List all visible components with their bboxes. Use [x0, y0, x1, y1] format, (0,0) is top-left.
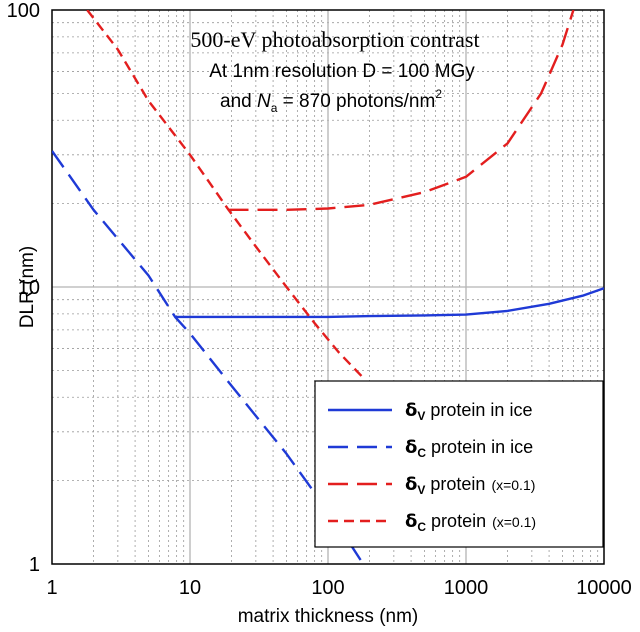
title-line3-suffix: = 870 photons/nm: [277, 91, 435, 112]
chart-title-line-3: and Na = 870 photons/nm2: [220, 87, 442, 115]
chart-title-line-1: 500-eV photoabsorption contrast: [190, 27, 479, 52]
ticks: 1 10 100 1000 10000 1 10 100: [7, 0, 632, 599]
x-tick-label: 10: [179, 577, 201, 599]
title-line3-sub: a: [271, 101, 278, 115]
plot-frame: [51, 9, 605, 565]
legend-box: [314, 380, 604, 548]
legend: δV protein in ice δC protein in ice δV pro…: [314, 380, 604, 548]
chart-title-line-2: At 1nm resolution D = 100 MGy: [209, 61, 475, 82]
x-tick-label: 1: [46, 577, 57, 599]
y-tick-label: 100: [7, 0, 40, 22]
legend-label-4: δC protein (x=0.1): [405, 511, 536, 534]
series-line-3: [228, 10, 575, 211]
legend-label-1: δV protein in ice: [405, 400, 532, 423]
y-tick-label: 1: [29, 554, 40, 576]
series-line-4: [86, 10, 365, 379]
title-line3-var: N: [257, 91, 271, 112]
x-axis-label: matrix thickness (nm): [238, 606, 419, 627]
legend-label-2: δC protein in ice: [405, 437, 533, 460]
y-axis-label: DLR (nm): [17, 246, 38, 328]
y-tick-label: 10: [18, 277, 40, 299]
x-tick-label: 100: [311, 577, 344, 599]
legend-label-3: δV protein (x=0.1): [405, 474, 535, 497]
series-line-1: [175, 287, 604, 319]
title-line3-prefix: and: [220, 91, 257, 112]
x-tick-label: 10000: [576, 577, 632, 599]
x-tick-label: 1000: [444, 577, 489, 599]
title-line3-sup: 2: [435, 87, 442, 101]
